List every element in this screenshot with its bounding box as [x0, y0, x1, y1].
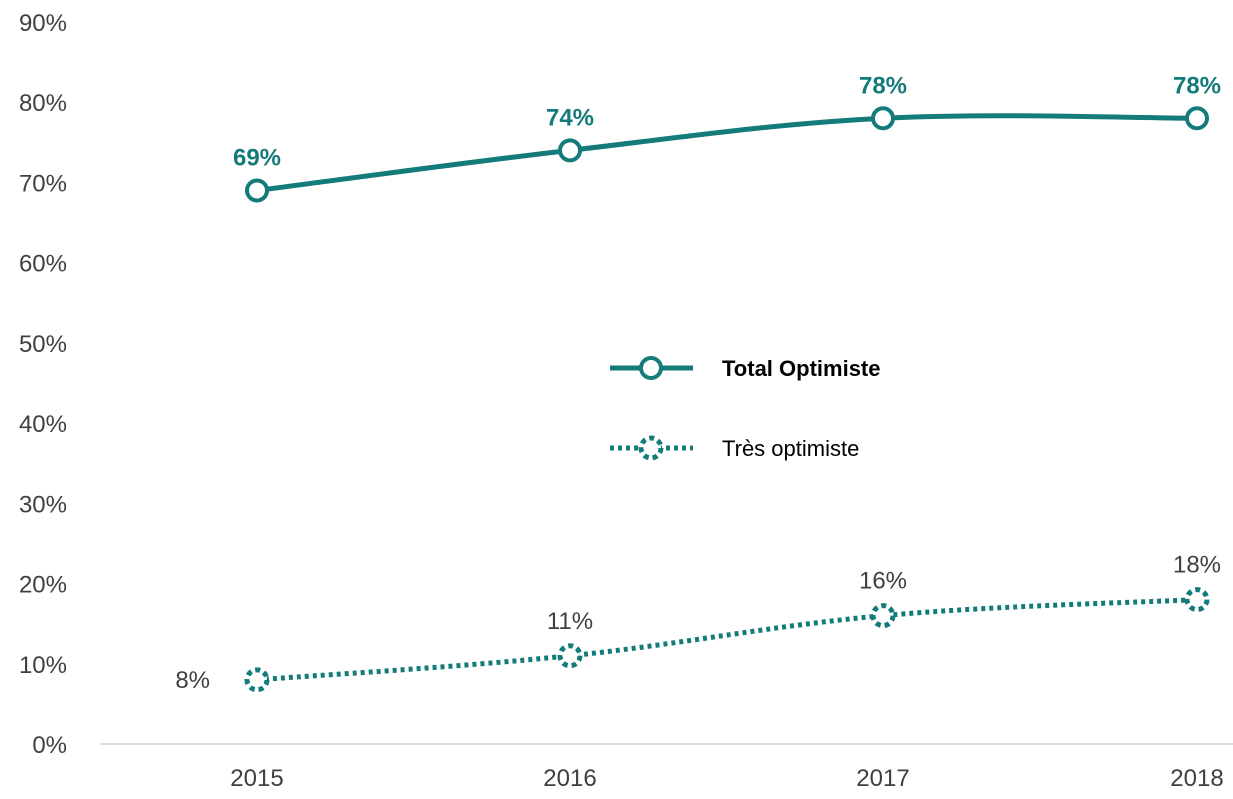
data-label: 69%: [233, 144, 281, 171]
data-label: 78%: [859, 72, 907, 99]
x-tick-label: 2015: [230, 765, 283, 792]
legend-marker: [639, 356, 663, 380]
data-label: 18%: [1173, 552, 1221, 579]
y-tick-label: 60%: [19, 251, 67, 278]
legend-item: Total Optimiste: [610, 356, 881, 381]
legend-marker: [638, 435, 664, 461]
y-tick-label: 90%: [19, 10, 67, 37]
legend-item: Très optimiste: [610, 435, 859, 461]
legend-label: Très optimiste: [722, 436, 859, 461]
y-tick-label: 50%: [19, 331, 67, 358]
y-tick-label: 40%: [19, 411, 67, 438]
y-tick-label: 0%: [32, 732, 67, 759]
legend-label: Total Optimiste: [722, 356, 881, 381]
y-tick-label: 70%: [19, 170, 67, 197]
series-line: [254, 113, 1200, 193]
x-tick-label: 2017: [856, 765, 909, 792]
data-point: [870, 603, 896, 629]
y-tick-label: 30%: [19, 491, 67, 518]
x-tick-label: 2016: [543, 765, 596, 792]
data-point: [244, 667, 270, 693]
series-layer: 69% 74% 78% 78% 8% 11% 16% 18%: [175, 72, 1221, 694]
series-tres-optimiste: 8% 11% 16% 18%: [175, 552, 1221, 694]
data-label: 78%: [1173, 72, 1221, 99]
data-label: 8%: [175, 667, 210, 694]
data-point: [558, 138, 582, 163]
series-total-optimiste: 69% 74% 78% 78%: [233, 72, 1221, 203]
x-axis: 2015 2016 2017 2018: [100, 743, 1233, 792]
data-point: [1184, 587, 1210, 613]
y-tick-label: 20%: [19, 572, 67, 599]
y-tick-label: 10%: [19, 652, 67, 679]
data-point: [1185, 106, 1209, 131]
data-point: [871, 106, 895, 131]
y-axis: 0% 10% 20% 30% 40% 50% 60% 70% 80% 90%: [19, 10, 67, 759]
data-label: 74%: [546, 104, 594, 131]
data-label: 16%: [859, 568, 907, 595]
series-line: [256, 597, 1198, 683]
legend: Total Optimiste Très optimiste: [610, 356, 881, 461]
data-point: [245, 178, 269, 203]
data-label: 11%: [547, 608, 593, 635]
y-tick-label: 80%: [19, 90, 67, 117]
x-tick-label: 2018: [1170, 765, 1223, 792]
data-point: [557, 643, 583, 669]
